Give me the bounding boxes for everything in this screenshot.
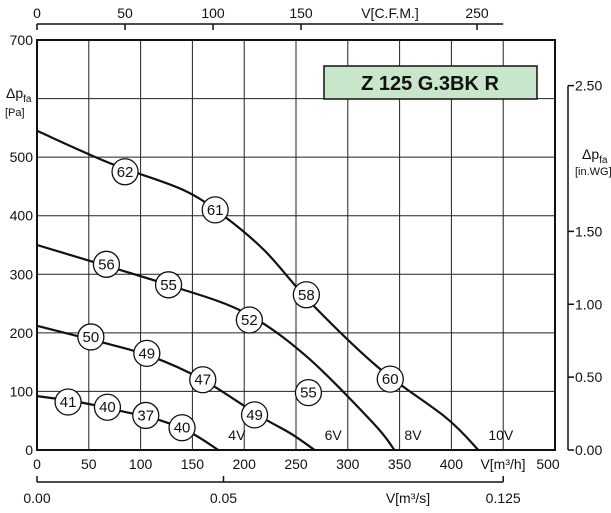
sound-level-marker <box>133 339 161 368</box>
sound-level-marker <box>189 366 217 394</box>
sound-level-marker <box>168 414 196 442</box>
sound-level-label: 40 <box>99 399 116 416</box>
y-left-tick-label: 0 <box>25 442 33 458</box>
y-right-tick-label: 2.50 <box>575 78 602 94</box>
x-bottom-tick-label: 50 <box>81 456 97 472</box>
x-bottom-tick-label: 350 <box>388 456 412 472</box>
sound-level-marker <box>294 378 323 407</box>
series-name-label: 8V <box>404 427 422 443</box>
title-layer: Z 125 G.3BK R <box>323 65 538 100</box>
y-right-label: Δpfa <box>582 146 608 166</box>
sound-level-label: 55 <box>160 277 177 294</box>
y-right-tick-label: 0.00 <box>575 442 602 458</box>
series-4v: 41 40 37 40 4V <box>36 388 246 451</box>
y-left-tick-label: 100 <box>10 383 34 399</box>
x-top-tick-label: 100 <box>201 5 225 21</box>
y-left-label-sub: fa <box>23 94 32 105</box>
x-bottom-tick-label: 500 <box>536 456 560 472</box>
x-bottom2-unit-label: V[m³/s] <box>386 490 430 506</box>
sound-level-marker <box>240 401 269 429</box>
sound-level-label: 40 <box>174 420 191 437</box>
series-name-label: 4V <box>228 427 246 443</box>
sound-level-marker <box>292 281 321 309</box>
x-top-tick-label: 250 <box>465 5 489 21</box>
sound-level-label: 61 <box>207 202 224 219</box>
sound-level-marker <box>92 250 121 278</box>
y-right-label-main: Δp <box>582 146 599 162</box>
y-left-label-main: Δp <box>6 85 23 101</box>
x-bottom-tick-label: 400 <box>440 456 464 472</box>
x-bottom2-tick-label: 0.00 <box>23 490 50 506</box>
x-top-unit-label: V[C.F.M.] <box>361 5 419 21</box>
y-left-tick-label: 500 <box>10 149 34 165</box>
sound-level-marker <box>54 388 82 416</box>
x-bottom-tick-label: 100 <box>129 456 153 472</box>
x-bottom2-tick-label: 0.05 <box>210 490 237 506</box>
series-10v: 62 61 58 60 10V <box>36 129 514 451</box>
sound-level-marker <box>154 271 183 299</box>
sound-level-label: 55 <box>300 385 317 402</box>
y-left-unit-label: [Pa] <box>5 107 25 119</box>
x-bottom2-tick-label: 0.125 <box>486 490 521 506</box>
y-left-tick-label: 400 <box>10 208 34 224</box>
x-bottom-tick-label: 0 <box>33 456 41 472</box>
y-right-label-sub: fa <box>599 155 608 166</box>
series-name-label: 6V <box>325 427 343 443</box>
x-bottom-tick-label: 150 <box>181 456 205 472</box>
chart-title: Z 125 G.3BK R <box>361 73 499 95</box>
sound-level-label: 49 <box>246 407 263 424</box>
sound-level-marker <box>376 365 404 393</box>
sound-level-label: 58 <box>298 287 315 304</box>
y-right-tick-label: 1.50 <box>575 223 602 239</box>
x-top-tick-label: 50 <box>117 5 133 21</box>
sound-level-marker <box>132 401 160 430</box>
sound-level-label: 56 <box>98 256 115 273</box>
y-right-tick-label: 1.00 <box>575 296 602 312</box>
sound-level-marker <box>77 323 105 351</box>
sound-level-label: 62 <box>117 164 134 181</box>
sound-level-label: 41 <box>60 394 77 411</box>
sound-level-marker <box>235 306 264 334</box>
y-right-tick-label: 0.50 <box>575 369 602 385</box>
sound-level-label: 37 <box>137 407 154 424</box>
y-left-label: Δpfa <box>6 85 32 105</box>
sound-level-label: 60 <box>382 371 399 388</box>
x-bottom-unit-label: V[m³/h] <box>480 456 525 472</box>
y-left-tick-label: 200 <box>10 325 34 341</box>
sound-level-marker <box>201 196 229 224</box>
series-layer: 41 40 37 40 4V 50 49 47 49 6V 56 55 52 55 8V 62 61 58 60 10… <box>36 129 514 451</box>
y-left-tick-label: 700 <box>10 32 34 48</box>
series-name-label: 10V <box>488 427 514 443</box>
sound-level-marker <box>111 158 139 186</box>
y-right-unit-label: [in.WG] <box>575 166 611 178</box>
x-top-tick-label: 150 <box>289 5 313 21</box>
sound-level-marker <box>93 393 122 421</box>
x-bottom-tick-label: 250 <box>284 456 308 472</box>
y-left-tick-label: 300 <box>10 266 34 282</box>
x-bottom-tick-label: 300 <box>336 456 360 472</box>
sound-level-label: 47 <box>194 372 211 389</box>
x-top-tick-label: 0 <box>33 5 41 21</box>
title-box <box>323 65 538 100</box>
sound-level-label: 49 <box>138 345 155 362</box>
series-8v: 56 55 52 55 8V <box>36 243 422 451</box>
sound-level-label: 50 <box>83 329 100 346</box>
x-bottom-tick-label: 200 <box>233 456 257 472</box>
series-6v: 50 49 47 49 6V <box>36 323 343 451</box>
sound-level-label: 52 <box>241 312 258 329</box>
